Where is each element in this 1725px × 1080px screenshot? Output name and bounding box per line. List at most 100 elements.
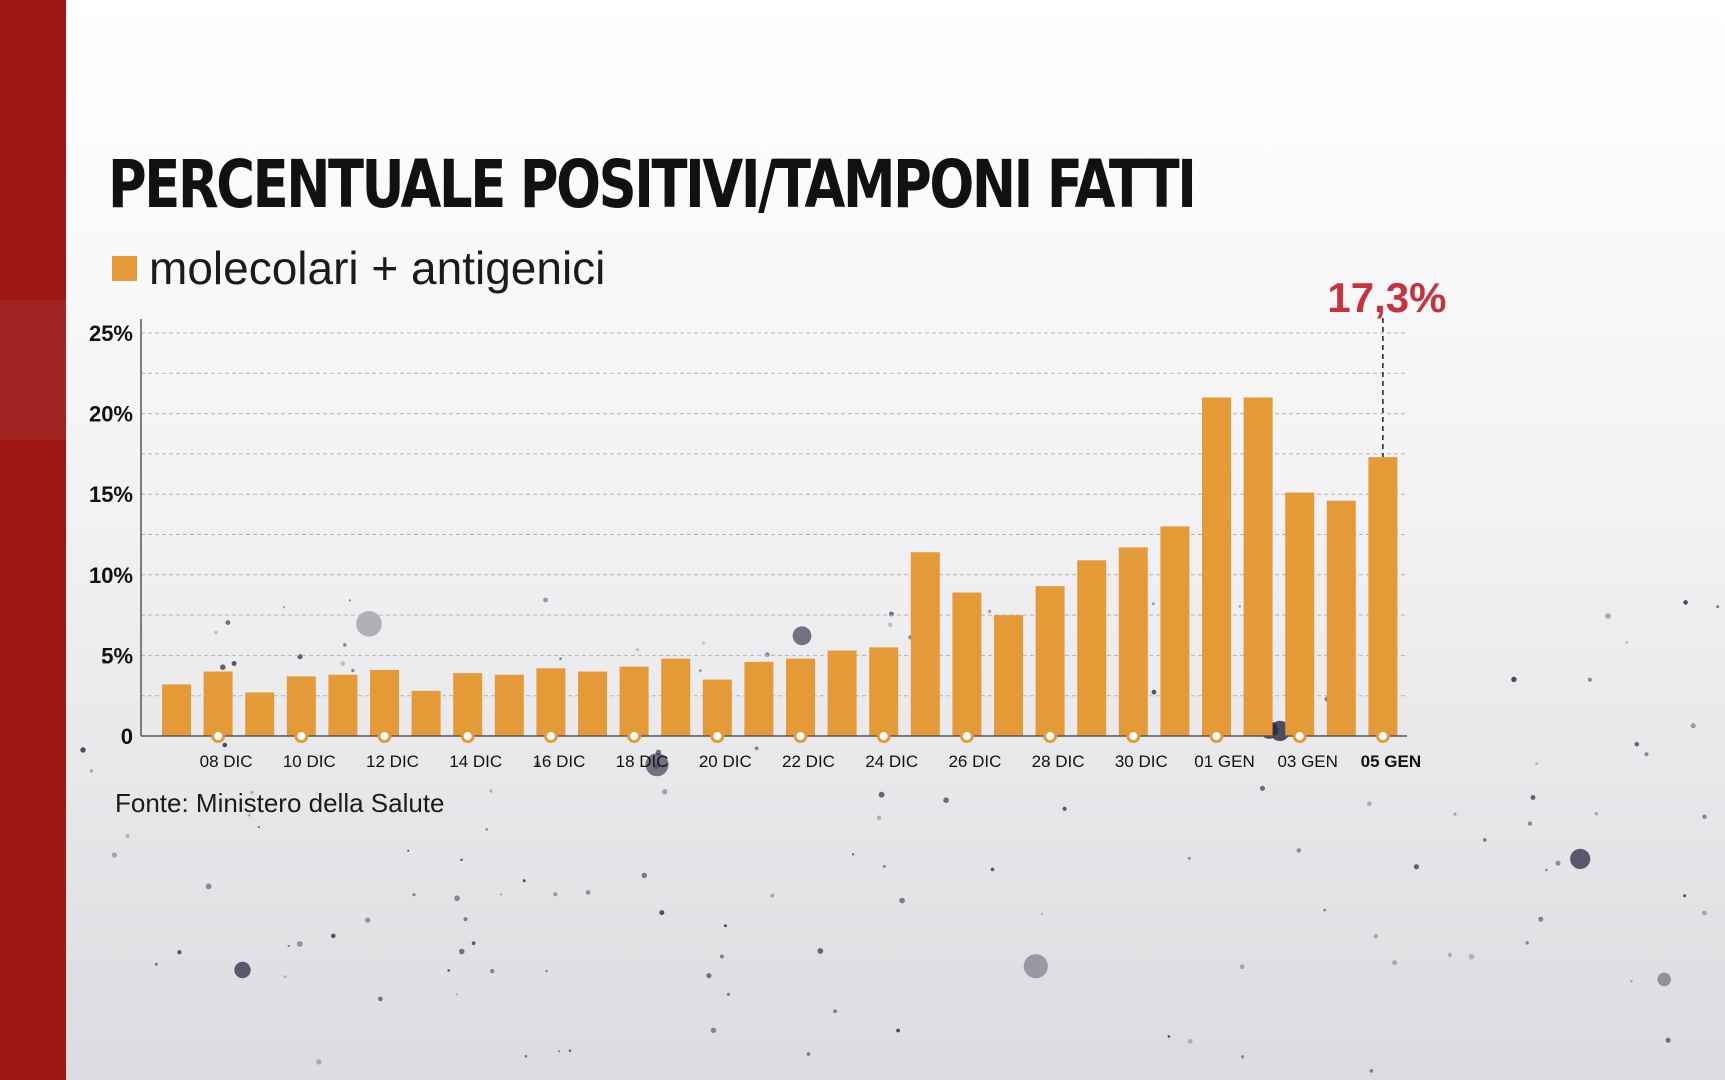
- background-particle: [645, 753, 669, 777]
- highlight-value-label: 17,3%: [1327, 274, 1446, 321]
- bar: [994, 615, 1023, 736]
- background-particle: [1657, 972, 1671, 987]
- background-particle: [535, 761, 541, 767]
- side-band-stripe: [0, 300, 66, 440]
- background-particle: [1151, 602, 1155, 606]
- background-particle: [1644, 752, 1649, 757]
- bar: [162, 684, 191, 736]
- background-particle: [499, 893, 503, 896]
- background-particle: [888, 622, 893, 627]
- background-particle: [851, 853, 855, 856]
- x-tick-label: 20 DIC: [699, 752, 752, 771]
- background-particle: [659, 910, 665, 916]
- background-particle: [1538, 916, 1544, 922]
- background-particle: [283, 975, 287, 979]
- background-particle: [987, 609, 992, 614]
- bar: [1035, 586, 1065, 736]
- background-particle: [1625, 641, 1628, 644]
- y-tick-label: 15%: [89, 482, 133, 507]
- background-particle: [1690, 723, 1696, 729]
- background-particle: [348, 599, 352, 602]
- background-particle: [356, 611, 382, 637]
- bar: [827, 650, 857, 736]
- background-particle: [522, 879, 526, 883]
- background-particle: [706, 973, 712, 979]
- x-tick-marker: [1043, 729, 1058, 743]
- bar: [494, 674, 524, 736]
- background-particle: [641, 872, 647, 879]
- bar: [1243, 397, 1273, 736]
- background-particle: [543, 597, 548, 603]
- background-particle: [1373, 934, 1379, 939]
- bar: [1160, 526, 1190, 736]
- background-particle: [1587, 677, 1592, 682]
- bar: [1077, 560, 1107, 736]
- x-tick-label: 08 DIC: [200, 752, 253, 771]
- background-particle: [1511, 676, 1517, 683]
- background-particle: [1665, 1037, 1671, 1043]
- bar: [869, 647, 899, 736]
- background-particle: [365, 917, 371, 923]
- bar: [245, 692, 275, 736]
- x-tick-marker: [1209, 729, 1224, 743]
- background-particle: [1683, 894, 1687, 898]
- x-tick-marker: [876, 729, 891, 743]
- background-particle: [412, 893, 416, 897]
- background-particle: [568, 1049, 572, 1052]
- x-tick-label: 24 DIC: [865, 752, 918, 771]
- background-particle: [1296, 848, 1302, 853]
- background-particle: [899, 897, 905, 904]
- background-particle: [316, 1059, 322, 1065]
- background-particle: [125, 834, 130, 839]
- background-particle: [896, 1028, 900, 1033]
- x-tick-label: 30 DIC: [1115, 752, 1168, 771]
- background-particle: [490, 968, 495, 974]
- background-particle: [471, 941, 476, 945]
- background-particle: [296, 941, 303, 947]
- background-particle: [1527, 821, 1533, 826]
- background-particle: [770, 893, 775, 898]
- background-particle: [990, 867, 995, 872]
- x-tick-label: 03 GEN: [1277, 752, 1337, 771]
- background-particle: [698, 669, 702, 673]
- background-particle: [177, 950, 182, 955]
- background-particle: [214, 630, 218, 635]
- background-particle: [225, 620, 231, 625]
- background-particle: [1366, 801, 1372, 807]
- background-particle: [89, 769, 94, 773]
- side-band: [0, 0, 66, 1080]
- x-tick-label: 26 DIC: [948, 752, 1001, 771]
- background-particle: [154, 962, 158, 966]
- background-particle: [1716, 605, 1720, 609]
- x-tick-label: 05 GEN: [1361, 752, 1421, 771]
- bar: [619, 666, 649, 736]
- x-tick-marker: [460, 729, 475, 743]
- background-particle: [882, 864, 886, 868]
- x-tick-marker: [1126, 729, 1141, 743]
- background-particle: [1413, 864, 1419, 870]
- background-particle: [1482, 838, 1487, 842]
- bar: [786, 658, 815, 736]
- background-particle: [1447, 952, 1453, 958]
- legend-label: molecolari + antigenici: [149, 242, 606, 294]
- background-particle: [1062, 806, 1067, 811]
- chart-title: PERCENTUALE POSITIVI/TAMPONI FATTI: [108, 146, 1197, 223]
- bar: [661, 658, 691, 736]
- background-particle: [817, 948, 824, 954]
- background-particle: [1555, 860, 1561, 866]
- background-particle: [553, 892, 558, 897]
- background-particle: [723, 924, 727, 928]
- background-particle: [455, 993, 458, 996]
- background-particle: [459, 948, 465, 955]
- y-tick-label: 20%: [89, 402, 133, 427]
- background-particle: [343, 643, 347, 647]
- background-particle: [876, 815, 882, 820]
- background-particle: [1167, 1035, 1171, 1038]
- x-tick-label: 28 DIC: [1032, 752, 1085, 771]
- x-tick-label: 12 DIC: [366, 752, 419, 771]
- background-particle: [205, 883, 212, 890]
- bar: [203, 671, 233, 736]
- bar: [1118, 547, 1148, 736]
- bar: [1285, 492, 1315, 736]
